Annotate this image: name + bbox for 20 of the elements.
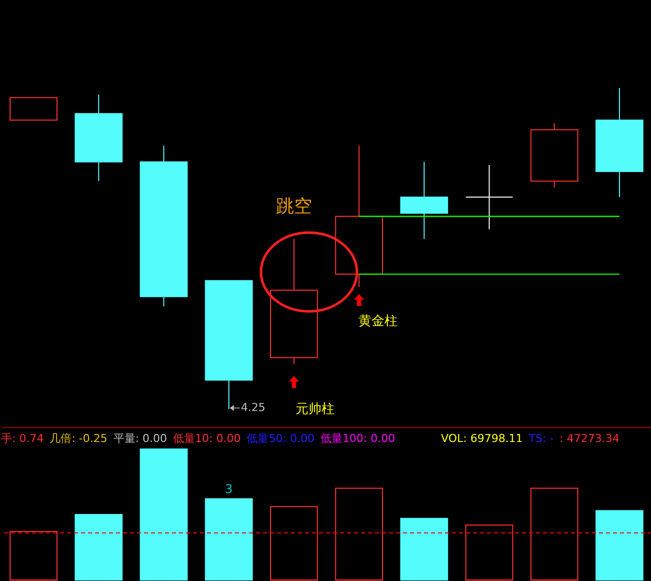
bar bbox=[400, 518, 448, 580]
candlestick bbox=[465, 164, 514, 230]
annotation: 4.25 bbox=[240, 401, 266, 414]
text: TS: - bbox=[528, 432, 554, 445]
bar bbox=[74, 514, 123, 580]
text: 低量50: 0.00 bbox=[246, 432, 314, 445]
text: VOL: 69798.11 bbox=[441, 432, 523, 445]
annotation: 跳空 bbox=[276, 196, 312, 217]
annotation: 元帅柱 bbox=[295, 402, 334, 417]
text: 几倍: -0.25 bbox=[50, 432, 108, 445]
text: : 47273.34 bbox=[560, 432, 620, 445]
text: 低量10: 0.00 bbox=[173, 432, 241, 445]
text: 低量100: 0.00 bbox=[320, 432, 396, 445]
text: 平量: 0.00 bbox=[113, 432, 168, 445]
bar bbox=[204, 498, 253, 580]
text: 手: 0.74 bbox=[1, 432, 44, 445]
annotation: 3 bbox=[225, 482, 233, 496]
annotation: 黄金柱 bbox=[358, 314, 398, 329]
bar bbox=[596, 510, 644, 580]
bar bbox=[140, 448, 188, 580]
